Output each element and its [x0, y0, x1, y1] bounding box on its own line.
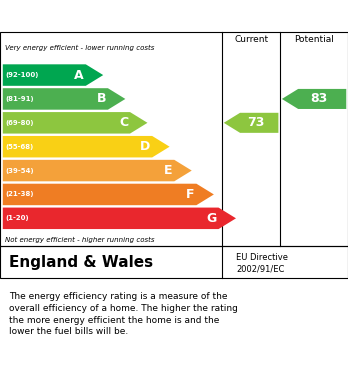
Text: E: E [164, 164, 173, 177]
Polygon shape [3, 136, 169, 158]
Polygon shape [224, 113, 278, 133]
Text: (69-80): (69-80) [6, 120, 34, 126]
Text: A: A [74, 68, 84, 82]
Text: The energy efficiency rating is a measure of the
overall efficiency of a home. T: The energy efficiency rating is a measur… [9, 292, 238, 336]
Text: 83: 83 [310, 92, 327, 106]
Text: (39-54): (39-54) [6, 168, 34, 174]
Polygon shape [3, 160, 192, 181]
Text: Current: Current [234, 35, 268, 44]
Polygon shape [3, 112, 148, 134]
Text: G: G [207, 212, 217, 225]
Text: F: F [186, 188, 195, 201]
Text: C: C [119, 116, 128, 129]
Text: Potential: Potential [294, 35, 334, 44]
Polygon shape [3, 65, 103, 86]
Text: Not energy efficient - higher running costs: Not energy efficient - higher running co… [5, 237, 154, 243]
Text: England & Wales: England & Wales [9, 255, 153, 270]
Text: 73: 73 [247, 116, 265, 129]
Text: Very energy efficient - lower running costs: Very energy efficient - lower running co… [5, 45, 154, 51]
Text: (81-91): (81-91) [6, 96, 34, 102]
Polygon shape [282, 89, 346, 109]
Polygon shape [3, 88, 125, 110]
Text: (21-38): (21-38) [6, 192, 34, 197]
Text: Energy Efficiency Rating: Energy Efficiency Rating [9, 9, 219, 23]
Polygon shape [3, 184, 214, 205]
Text: (1-20): (1-20) [6, 215, 29, 221]
Text: (92-100): (92-100) [6, 72, 39, 78]
Polygon shape [3, 208, 236, 229]
Text: (55-68): (55-68) [6, 144, 34, 150]
Text: EU Directive: EU Directive [236, 253, 288, 262]
Text: D: D [140, 140, 150, 153]
Text: B: B [97, 92, 106, 106]
Text: 2002/91/EC: 2002/91/EC [236, 265, 284, 274]
